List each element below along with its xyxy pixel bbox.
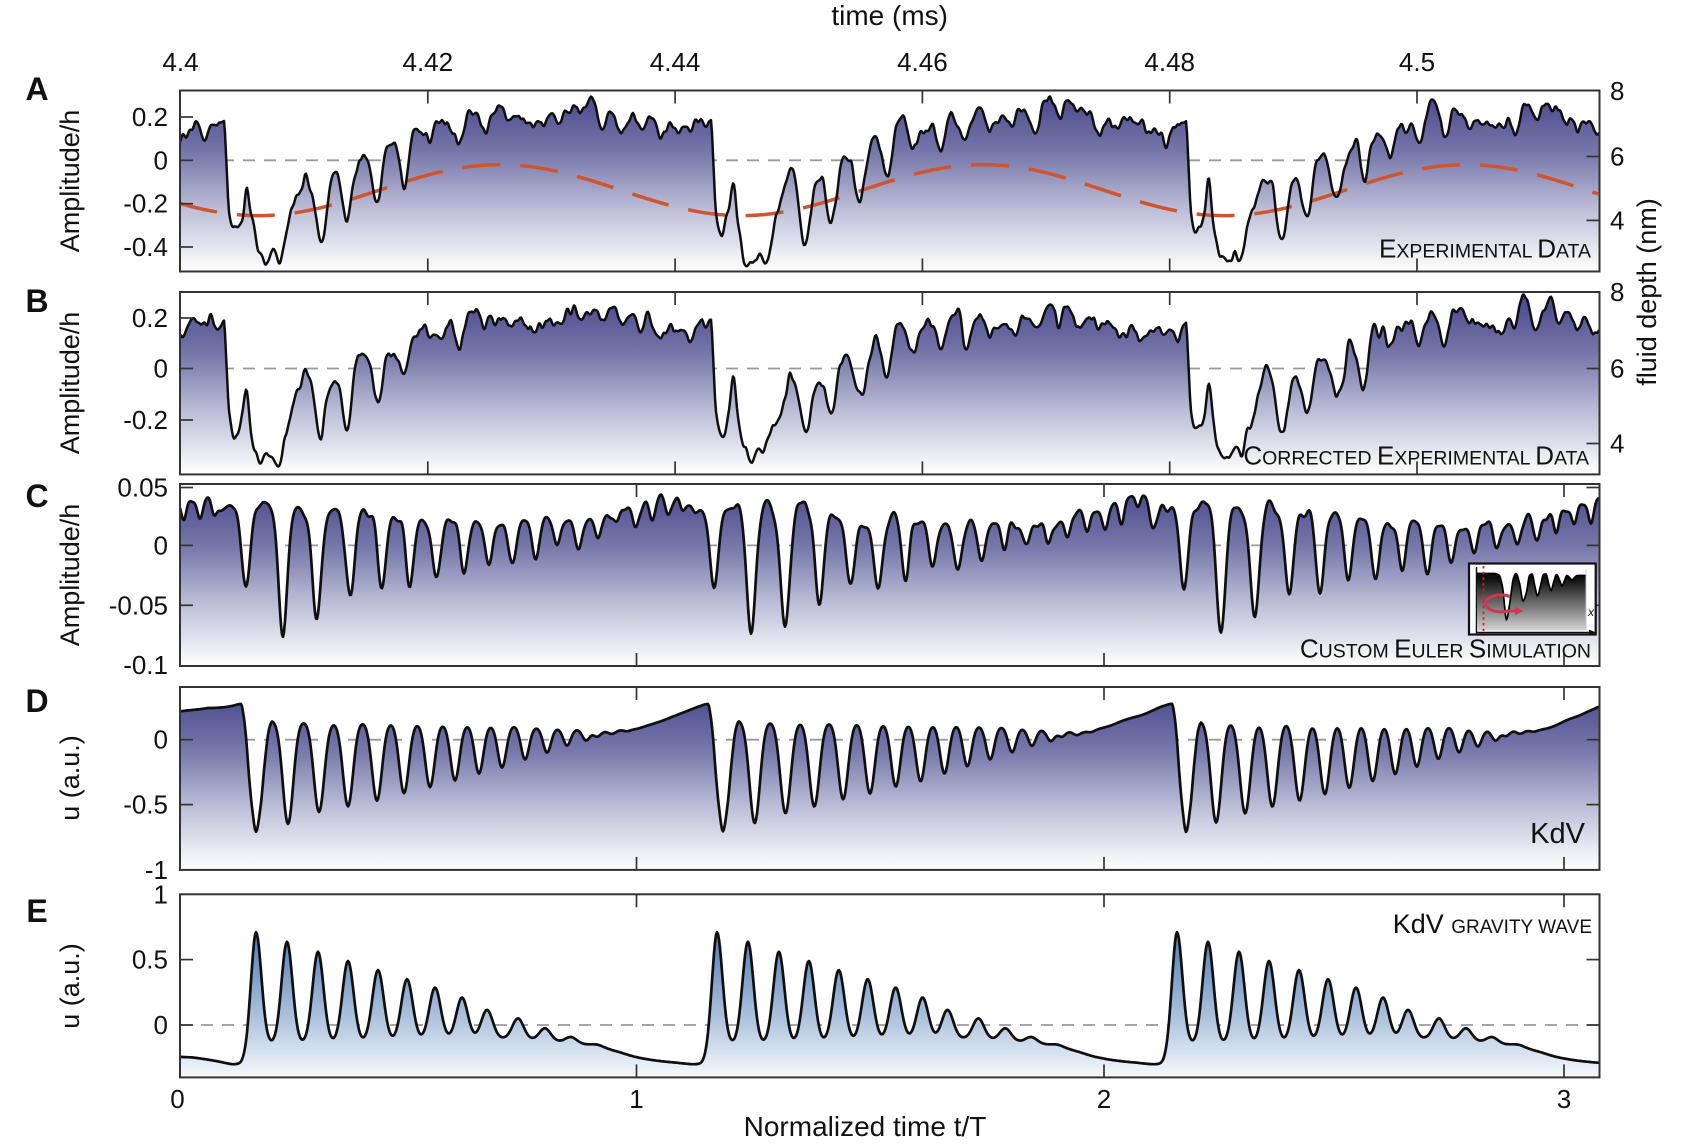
svg-text:4.44: 4.44 (650, 47, 701, 77)
svg-text:0: 0 (154, 145, 168, 175)
svg-text:u (a.u.): u (a.u.) (55, 943, 85, 1029)
svg-text:E: E (26, 893, 47, 929)
svg-text:4: 4 (1610, 429, 1624, 459)
svg-text:0.2: 0.2 (132, 303, 168, 333)
svg-text:B: B (25, 283, 48, 319)
svg-text:-0.2: -0.2 (123, 189, 168, 219)
svg-text:1: 1 (629, 1084, 643, 1114)
svg-text:1: 1 (154, 879, 168, 909)
svg-text:C: C (25, 478, 48, 514)
svg-text:8: 8 (1610, 76, 1624, 106)
svg-text:2: 2 (1097, 1084, 1111, 1114)
svg-text:4.48: 4.48 (1144, 47, 1195, 77)
svg-text:6: 6 (1610, 142, 1624, 172)
svg-text:time (ms): time (ms) (831, 0, 948, 31)
svg-text:0.5: 0.5 (132, 945, 168, 975)
svg-text:0: 0 (170, 1084, 184, 1114)
svg-text:8: 8 (1610, 277, 1624, 307)
svg-text:6: 6 (1610, 354, 1624, 384)
svg-text:0: 0 (154, 1010, 168, 1040)
svg-text:-0.1: -0.1 (123, 650, 168, 680)
svg-text:-0.05: -0.05 (109, 590, 168, 620)
svg-text:3: 3 (1557, 1084, 1571, 1114)
svg-text:A: A (25, 71, 48, 107)
svg-text:-0.5: -0.5 (123, 790, 168, 820)
svg-text:0: 0 (154, 354, 168, 384)
svg-text:4.5: 4.5 (1399, 47, 1435, 77)
svg-text:-0.4: -0.4 (123, 232, 168, 262)
svg-text:u (a.u.): u (a.u.) (55, 735, 85, 821)
svg-text:-0.2: -0.2 (123, 405, 168, 435)
svg-text:Amplitude/h: Amplitude/h (55, 110, 85, 253)
svg-text:0.05: 0.05 (117, 473, 168, 503)
svg-text:4.42: 4.42 (402, 47, 453, 77)
svg-text:0.2: 0.2 (132, 102, 168, 132)
svg-text:0: 0 (154, 530, 168, 560)
svg-text:4.46: 4.46 (897, 47, 948, 77)
svg-text:4: 4 (1610, 205, 1624, 235)
svg-text:D: D (25, 683, 48, 719)
svg-text:Amplitude/h: Amplitude/h (55, 504, 85, 647)
svg-text:4.4: 4.4 (162, 47, 198, 77)
svg-text:fluid depth (nm): fluid depth (nm) (1632, 198, 1662, 386)
svg-text:Amplitude/h: Amplitude/h (55, 312, 85, 455)
svg-text:Normalized time t/T: Normalized time t/T (744, 1111, 987, 1142)
svg-text:0: 0 (154, 725, 168, 755)
svg-text:-1: -1 (145, 855, 168, 885)
svg-text:x: x (1587, 605, 1595, 619)
svg-text:KdV: KdV (1530, 818, 1585, 850)
